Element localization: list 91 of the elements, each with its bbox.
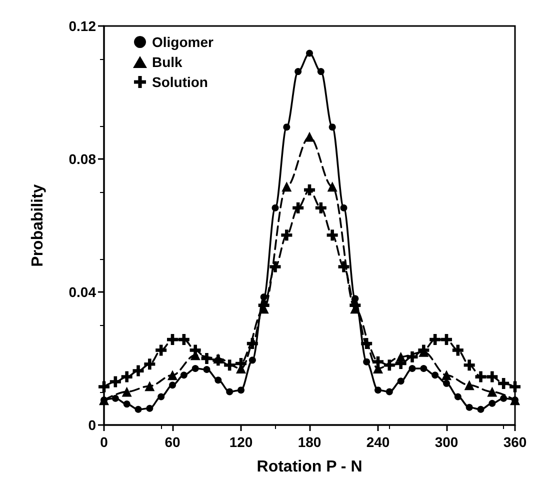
- point: [452, 344, 464, 356]
- legend-label: Oligomer: [152, 34, 214, 50]
- x-tick-label: 360: [503, 434, 527, 450]
- point: [180, 372, 188, 379]
- point: [328, 124, 336, 131]
- point: [486, 371, 498, 382]
- point: [144, 358, 156, 370]
- legend-label: Solution: [152, 74, 208, 90]
- point: [397, 378, 404, 385]
- point: [326, 230, 338, 241]
- point: [272, 204, 279, 212]
- point: [510, 381, 520, 392]
- point: [146, 404, 154, 412]
- point: [283, 124, 290, 131]
- point: [500, 394, 508, 402]
- point: [304, 184, 315, 196]
- point: [487, 386, 498, 397]
- point: [372, 356, 384, 368]
- point: [110, 376, 121, 388]
- point: [192, 364, 199, 372]
- point: [246, 338, 258, 350]
- point: [282, 182, 292, 192]
- point: [236, 358, 246, 369]
- point: [260, 293, 268, 300]
- point: [224, 360, 236, 371]
- point: [477, 406, 484, 413]
- point: [454, 393, 462, 400]
- point: [374, 386, 382, 394]
- point: [123, 400, 130, 408]
- point: [212, 354, 224, 366]
- point: [168, 370, 178, 380]
- y-tick-label: 0.08: [68, 151, 96, 167]
- y-tick-label: 0: [88, 417, 96, 433]
- y-axis-title: Probability: [30, 184, 46, 267]
- point: [121, 371, 132, 382]
- point: [363, 358, 370, 366]
- point: [430, 334, 441, 346]
- point: [167, 334, 178, 346]
- point: [144, 381, 155, 392]
- point: [294, 68, 302, 76]
- point: [248, 356, 256, 364]
- point: [132, 365, 144, 376]
- x-tick-label: 300: [434, 434, 458, 450]
- point: [498, 378, 510, 389]
- point: [156, 344, 167, 356]
- point: [475, 371, 486, 382]
- point: [201, 353, 212, 364]
- point: [270, 261, 281, 272]
- point: [386, 388, 393, 396]
- point: [317, 68, 324, 76]
- point: [420, 364, 428, 372]
- x-axis-title: Rotation P - N: [256, 458, 362, 476]
- point: [443, 380, 450, 387]
- point: [304, 132, 314, 142]
- point: [169, 382, 176, 389]
- point: [338, 261, 350, 272]
- point: [315, 202, 326, 214]
- point: [281, 230, 292, 241]
- x-tick-label: 240: [366, 434, 390, 450]
- point: [466, 404, 473, 411]
- y-tick-label: 0.04: [68, 284, 96, 300]
- point: [238, 386, 244, 394]
- legend-label: Bulk: [152, 54, 183, 70]
- point: [432, 372, 439, 379]
- x-tick-label: 0: [100, 434, 108, 450]
- x-tick-label: 60: [164, 434, 180, 450]
- point: [408, 364, 416, 372]
- point: [203, 366, 210, 373]
- point: [384, 360, 395, 371]
- point: [361, 338, 372, 350]
- y-tick-label: 0.12: [68, 18, 96, 34]
- x-tick-label: 180: [298, 434, 322, 450]
- x-tick-label: 120: [229, 434, 253, 450]
- point: [340, 204, 348, 212]
- point: [98, 381, 110, 392]
- point: [178, 334, 190, 346]
- point: [442, 370, 452, 380]
- point: [306, 50, 313, 57]
- point: [112, 394, 119, 402]
- point: [122, 386, 132, 397]
- point: [214, 376, 222, 384]
- point: [158, 393, 165, 400]
- point: [134, 406, 142, 413]
- point: [464, 380, 474, 390]
- point: [292, 202, 304, 214]
- point: [488, 400, 496, 407]
- point: [464, 360, 475, 371]
- point: [327, 182, 338, 192]
- point: [406, 351, 418, 362]
- point: [226, 388, 234, 396]
- point: [441, 334, 452, 346]
